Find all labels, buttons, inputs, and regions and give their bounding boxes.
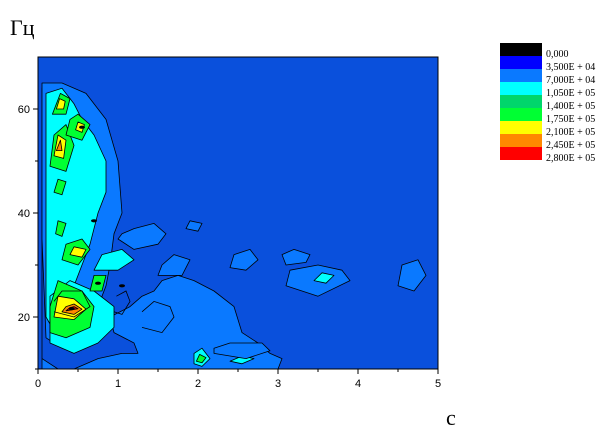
x-tick-label-0: 0 (35, 378, 41, 390)
dark-spot-0 (68, 307, 75, 311)
dark-spot-3 (119, 284, 125, 288)
legend-label-1: 3,500E + 04 (546, 62, 595, 73)
dark-spot-4 (91, 219, 97, 223)
contour-region-0 (41, 87, 283, 369)
legend-swatch-4 (500, 95, 542, 108)
contour-regions (41, 82, 427, 369)
y-tick-label-40: 40 (18, 208, 30, 220)
contour-region-20 (93, 248, 135, 271)
contour-line-1 (53, 290, 91, 318)
y-axis-unit-label: Гц (10, 15, 35, 40)
x-tick-label-3: 3 (275, 378, 281, 390)
contour-region-27 (281, 248, 311, 266)
contour-region-31 (185, 220, 203, 232)
legend-swatch-1 (500, 56, 542, 69)
y-tick-label-20: 20 (18, 312, 30, 324)
x-tick-label-4: 4 (355, 378, 361, 390)
legend-label-6: 2,100E + 05 (546, 127, 595, 138)
contour-region-19 (56, 98, 66, 110)
legend-swatch-7 (500, 134, 542, 147)
x-axis-unit-label: c (446, 405, 456, 430)
legend-swatch-5 (500, 108, 542, 121)
contour-line-2 (113, 290, 131, 315)
legend-label-7: 2,450E + 05 (546, 140, 595, 151)
x-tick-label-2: 2 (195, 378, 201, 390)
legend-label-8: 2,800E + 05 (546, 153, 595, 164)
legend: 0,000 3,500E + 04 7,000E + 04 1,050E + 05 1,… (500, 43, 595, 164)
legend-label-4: 1,400E + 05 (546, 101, 595, 112)
contour-region-25 (157, 254, 191, 276)
contour-region-11 (55, 220, 67, 237)
contour-region-26 (229, 248, 259, 271)
contour-region-30 (397, 259, 427, 292)
contour-region-24 (117, 222, 167, 250)
legend-label-0: 0,000 (546, 49, 569, 60)
y-tick-label-60: 60 (18, 104, 30, 116)
legend-swatch-8 (500, 147, 542, 160)
contour-region-12 (53, 178, 67, 196)
dark-spot-2 (95, 281, 101, 285)
contour-region-29 (313, 272, 335, 284)
contour-region-22 (195, 353, 207, 364)
legend-swatch-2 (500, 69, 542, 82)
dark-spot-1 (79, 125, 85, 129)
x-tick-label-1: 1 (115, 378, 121, 390)
legend-label-3: 1,050E + 05 (546, 88, 595, 99)
legend-swatch-3 (500, 82, 542, 95)
legend-swatch-6 (500, 121, 542, 134)
legend-swatch-0 (500, 43, 542, 56)
contour-region-9 (69, 246, 87, 258)
legend-label-2: 7,000E + 04 (546, 75, 595, 86)
contour-region-15 (56, 139, 63, 152)
contour-line-0 (141, 300, 175, 334)
plot-area: 0 1 2 3 4 5 20 40 60 (18, 56, 441, 390)
x-tick-label-5: 5 (435, 378, 441, 390)
legend-label-5: 1,750E + 05 (546, 114, 595, 125)
contour-region-32 (213, 342, 271, 360)
